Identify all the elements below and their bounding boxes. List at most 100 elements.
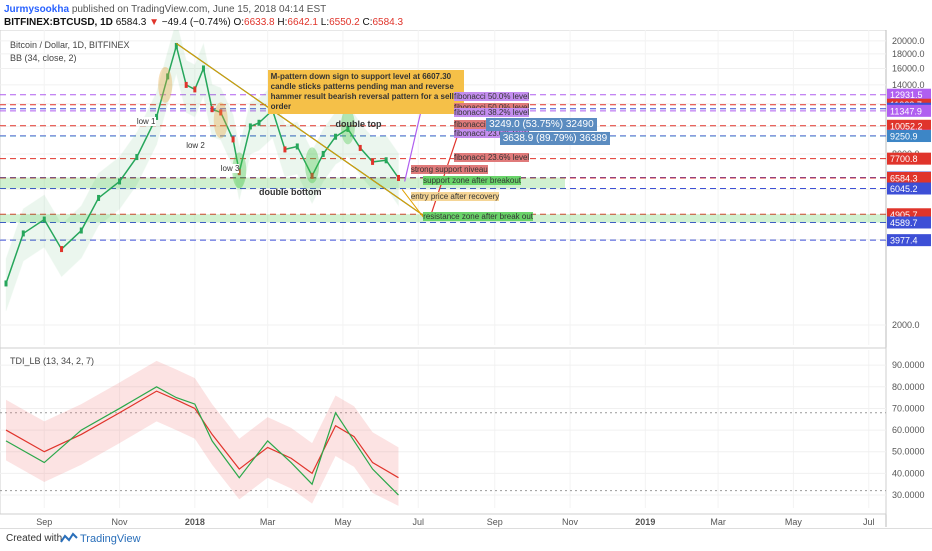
price-point xyxy=(166,73,170,80)
price-point xyxy=(174,42,178,49)
bb-indicator-label[interactable]: BB (34, close, 2) xyxy=(10,53,77,63)
annotation-m-pattern: M-pattern down sign to support level at … xyxy=(267,69,464,114)
price-axis-tag xyxy=(887,171,931,184)
annotation-double-top: double top xyxy=(335,119,382,130)
chart-title: Bitcoin / Dollar, 1D, BITFINEX xyxy=(10,40,130,50)
time-tick-label: 2018 xyxy=(185,517,205,527)
time-tick-label: Mar xyxy=(710,517,726,527)
pattern-highlight xyxy=(340,108,355,145)
annotation-fib50b: fibonacci 50.0% level xyxy=(454,102,530,112)
time-tick-label: Jul xyxy=(412,517,424,527)
fib-diagonal xyxy=(176,43,430,220)
price-point xyxy=(346,125,350,132)
tdi-pane-frame xyxy=(0,347,887,515)
annotation-fib50a: fibonacci 50.0% level xyxy=(454,91,530,101)
price-tick-label: 18000.0 xyxy=(892,49,925,59)
tdi-price-line xyxy=(5,386,399,496)
open-label: O: xyxy=(233,17,245,28)
annotation-low3: low 3 xyxy=(220,164,240,174)
price-point xyxy=(79,227,83,234)
tdi-pane: 30.0000 40.0000 50.0000 60.0000 70.0000 80.00… xyxy=(0,347,925,515)
time-tick-label: Nov xyxy=(112,517,129,527)
pattern-highlight xyxy=(213,102,228,139)
price-axis-tag xyxy=(887,182,931,195)
price-axis-tag xyxy=(887,234,931,247)
price-axis-tag-label: 4589.7 xyxy=(890,218,918,228)
time-tick-label: Jul xyxy=(863,517,875,527)
created-with-text: Created with xyxy=(6,533,63,544)
price-point xyxy=(60,246,64,253)
annotation-fib236b: fibonacci 23.6% level xyxy=(454,153,530,163)
publish-line: Jurmysookha published on TradingView.com… xyxy=(4,4,326,15)
author-link[interactable]: Jurmysookha xyxy=(4,4,70,15)
support-zone-band xyxy=(0,177,565,189)
tdi-tick-label: 30.0000 xyxy=(892,490,925,500)
annotation-resistance-zone: resistance zone after break out xyxy=(423,211,533,221)
price-point xyxy=(384,157,388,164)
price-axis-tag xyxy=(887,104,931,117)
price-axis-tag-label: 6584.3 xyxy=(890,173,918,183)
price-axis-tag xyxy=(887,152,931,165)
price-point xyxy=(295,143,299,150)
price-point xyxy=(321,150,325,157)
tdi-tick-label: 80.0000 xyxy=(892,382,925,392)
price-tick-label: 2000.0 xyxy=(892,320,920,330)
bollinger-band xyxy=(6,30,399,311)
tdi-signal-line xyxy=(5,390,399,479)
change-value: −49.4 (−0.74%) xyxy=(161,17,231,28)
price-axis-tag xyxy=(887,216,931,229)
high-label: H: xyxy=(277,17,288,28)
time-tick-label: Sep xyxy=(36,517,52,527)
tradingview-brand[interactable]: TradingView xyxy=(80,533,141,545)
price-axis-tag xyxy=(887,119,931,132)
down-arrow-icon: ▼ xyxy=(149,17,159,28)
annotation-fib382b: fibonacci 38.2% xyxy=(454,120,511,130)
price-point xyxy=(118,178,122,185)
price-point xyxy=(42,216,46,223)
price-point xyxy=(257,119,261,126)
price-point xyxy=(155,113,159,120)
annotation-low1: low 1 xyxy=(136,116,156,126)
price-point xyxy=(283,146,287,153)
price-point xyxy=(396,174,400,181)
annotation-double-bottom: double bottom xyxy=(259,187,322,198)
price-axis-tag-label: 9250.9 xyxy=(890,132,918,142)
last-price: 6584.3 xyxy=(115,17,147,28)
pattern-highlight xyxy=(158,66,173,103)
price-axis-tag xyxy=(887,130,931,143)
time-tick-label: Mar xyxy=(260,517,276,527)
price-axis-tag-label: 6045.2 xyxy=(890,184,918,194)
pattern-highlight xyxy=(305,147,320,184)
time-tick-label: Sep xyxy=(487,517,503,527)
symbol-label: BITFINEX:BTCUSD, 1D xyxy=(4,17,113,28)
annotation-fib382a: fibonacci 38.2% level xyxy=(454,108,530,118)
annotation-measure1: 3249.0 (53.75%) 32490 xyxy=(486,118,597,132)
low-value: 6550.2 xyxy=(329,17,360,28)
price-tick-label: 14000.0 xyxy=(892,80,925,90)
tdi-volatility-band xyxy=(6,360,399,506)
price-tick-label: 16000.0 xyxy=(892,63,925,73)
price-point xyxy=(4,280,8,287)
tradingview-logo-icon xyxy=(60,532,78,543)
price-point xyxy=(358,144,362,151)
time-tick-label: Nov xyxy=(562,517,579,527)
price-point xyxy=(210,106,214,113)
price-axis-tag-label: 7700.8 xyxy=(890,154,918,164)
tdi-tick-label: 60.0000 xyxy=(892,425,925,435)
price-point xyxy=(334,133,338,140)
chart-header: Jurmysookha published on TradingView.com… xyxy=(0,0,932,30)
price-point xyxy=(193,86,197,93)
annotation-entry-price: entry price after recovery xyxy=(410,191,500,201)
price-point xyxy=(184,81,188,88)
price-point xyxy=(310,172,314,179)
tdi-tick-label: 90.0000 xyxy=(892,360,925,370)
annotation-fib236a: fibonacci 23.6% level xyxy=(454,128,530,138)
footer: Created with TradingView xyxy=(0,528,932,551)
close-label: C: xyxy=(362,17,373,28)
high-value: 6642.1 xyxy=(287,17,318,28)
price-point xyxy=(231,136,235,143)
price-point xyxy=(248,123,252,130)
tdi-indicator-label[interactable]: TDI_LB (13, 34, 2, 7) xyxy=(10,356,95,366)
annotation-strong-support: strong support niveau xyxy=(410,165,488,175)
ohlc-line: BITFINEX:BTCUSD, 1D 6584.3 ▼ −49.4 (−0.7… xyxy=(4,17,403,28)
